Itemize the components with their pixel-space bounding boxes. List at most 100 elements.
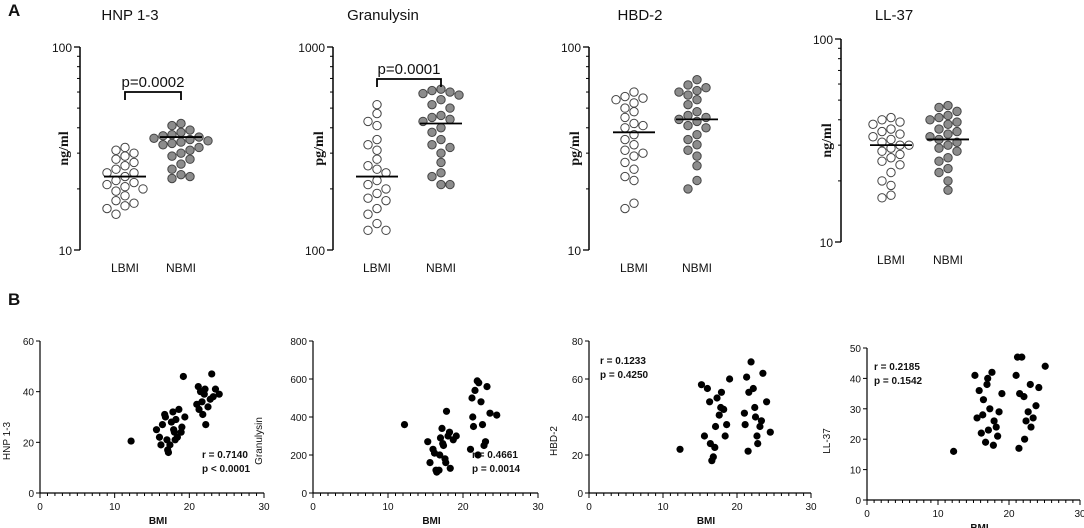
data-point-lbmi bbox=[111, 175, 121, 186]
data-point bbox=[998, 390, 1006, 398]
data-point bbox=[994, 432, 1002, 440]
data-point-lbmi bbox=[102, 203, 112, 214]
data-point-nbmi bbox=[683, 99, 693, 110]
y-tick-label: 0 bbox=[577, 489, 583, 500]
data-point bbox=[426, 459, 434, 467]
data-point-nbmi bbox=[943, 140, 953, 150]
x-axis-label: BMI bbox=[970, 523, 989, 528]
y-tick-label: 600 bbox=[290, 375, 307, 386]
data-point-lbmi bbox=[372, 134, 382, 145]
data-point bbox=[751, 413, 760, 421]
y-tick-label: 100 bbox=[52, 41, 72, 55]
data-point bbox=[676, 445, 684, 453]
data-point bbox=[436, 434, 445, 442]
data-point-nbmi bbox=[674, 87, 684, 97]
data-point-lbmi bbox=[638, 93, 648, 103]
data-point-lbmi bbox=[620, 171, 630, 182]
data-point-nbmi bbox=[185, 154, 195, 164]
y-tick-label: 20 bbox=[850, 435, 862, 446]
data-point bbox=[983, 380, 991, 389]
data-point bbox=[973, 414, 981, 422]
data-point bbox=[706, 440, 714, 448]
x-tick-label: 0 bbox=[864, 509, 870, 520]
data-point-lbmi bbox=[620, 112, 630, 123]
data-point bbox=[477, 398, 485, 406]
data-point-nbmi bbox=[952, 126, 962, 137]
data-point-nbmi bbox=[692, 175, 702, 186]
data-point bbox=[436, 451, 444, 459]
data-point bbox=[198, 398, 206, 406]
data-point-nbmi bbox=[692, 116, 702, 127]
data-point-nbmi bbox=[952, 106, 962, 117]
data-point bbox=[209, 393, 217, 401]
dotplot-3: LL-37 ng/ml 10 100 LBMI NBMI bbox=[813, 7, 969, 267]
y-tick-label: 0 bbox=[28, 489, 34, 500]
data-point-lbmi bbox=[372, 175, 382, 186]
data-point-nbmi bbox=[436, 110, 446, 121]
data-point-nbmi bbox=[427, 140, 437, 150]
data-point-lbmi bbox=[868, 132, 878, 142]
data-point-lbmi bbox=[372, 154, 382, 164]
data-point bbox=[1020, 393, 1028, 401]
y-tick-label: 10 bbox=[568, 244, 582, 258]
data-point bbox=[740, 409, 749, 417]
data-point-lbmi bbox=[372, 188, 382, 199]
x-category-label: NBMI bbox=[426, 261, 456, 275]
data-point-lbmi bbox=[120, 161, 130, 171]
data-point bbox=[743, 373, 751, 381]
data-point bbox=[700, 432, 709, 440]
y-tick-label: 40 bbox=[850, 374, 862, 385]
data-point bbox=[1041, 362, 1049, 370]
data-point bbox=[215, 390, 223, 398]
y-tick-label: 80 bbox=[572, 337, 584, 348]
data-point-lbmi bbox=[629, 151, 639, 161]
data-point bbox=[711, 422, 720, 431]
x-category-label: NBMI bbox=[682, 261, 712, 275]
data-point-nbmi bbox=[943, 110, 953, 121]
y-tick-label: 100 bbox=[305, 244, 325, 258]
data-point-nbmi bbox=[427, 171, 437, 182]
data-point-nbmi bbox=[943, 176, 953, 186]
x-tick-label: 20 bbox=[1003, 509, 1015, 520]
data-point-lbmi bbox=[868, 119, 878, 130]
y-tick-label: 100 bbox=[813, 33, 833, 47]
y-tick-label: 20 bbox=[23, 438, 35, 449]
data-point-lbmi bbox=[363, 193, 373, 203]
data-point-lbmi bbox=[638, 120, 648, 131]
data-point-nbmi bbox=[436, 134, 446, 145]
x-tick-label: 20 bbox=[731, 502, 743, 513]
significance-bracket bbox=[124, 91, 182, 100]
data-point bbox=[155, 433, 164, 441]
y-tick-label: 20 bbox=[572, 451, 584, 462]
data-point bbox=[744, 447, 752, 455]
data-point-nbmi bbox=[454, 90, 464, 100]
data-point bbox=[469, 413, 477, 421]
data-point bbox=[442, 407, 451, 415]
data-point-lbmi bbox=[381, 184, 391, 194]
data-point-lbmi bbox=[120, 151, 130, 161]
data-point-nbmi bbox=[436, 179, 446, 190]
data-point-lbmi bbox=[620, 203, 630, 214]
data-point-nbmi bbox=[185, 125, 195, 135]
data-point bbox=[474, 451, 482, 459]
data-point bbox=[424, 438, 432, 446]
x-tick-label: 20 bbox=[457, 502, 469, 513]
scatter-3: 0 10 20 30 0 10 20 30 40 50 BMI LL-37 r = 0.2185 p = … bbox=[822, 344, 1084, 528]
data-point bbox=[759, 369, 767, 377]
x-category-label: LBMI bbox=[363, 261, 391, 275]
data-point-nbmi bbox=[158, 131, 168, 141]
data-point bbox=[466, 445, 475, 453]
data-point bbox=[754, 440, 762, 448]
data-point-nbmi bbox=[952, 117, 962, 127]
data-point bbox=[709, 453, 717, 461]
data-point-lbmi bbox=[629, 140, 639, 150]
data-point-lbmi bbox=[129, 157, 139, 168]
data-point-nbmi bbox=[934, 112, 944, 123]
data-point bbox=[201, 385, 209, 393]
data-point bbox=[723, 421, 731, 429]
y-axis-label: LL-37 bbox=[822, 428, 833, 454]
data-point-nbmi bbox=[185, 145, 195, 155]
x-axis-label: BMI bbox=[149, 516, 168, 527]
panel-b-label: B bbox=[8, 290, 20, 309]
data-point-nbmi bbox=[943, 163, 953, 174]
